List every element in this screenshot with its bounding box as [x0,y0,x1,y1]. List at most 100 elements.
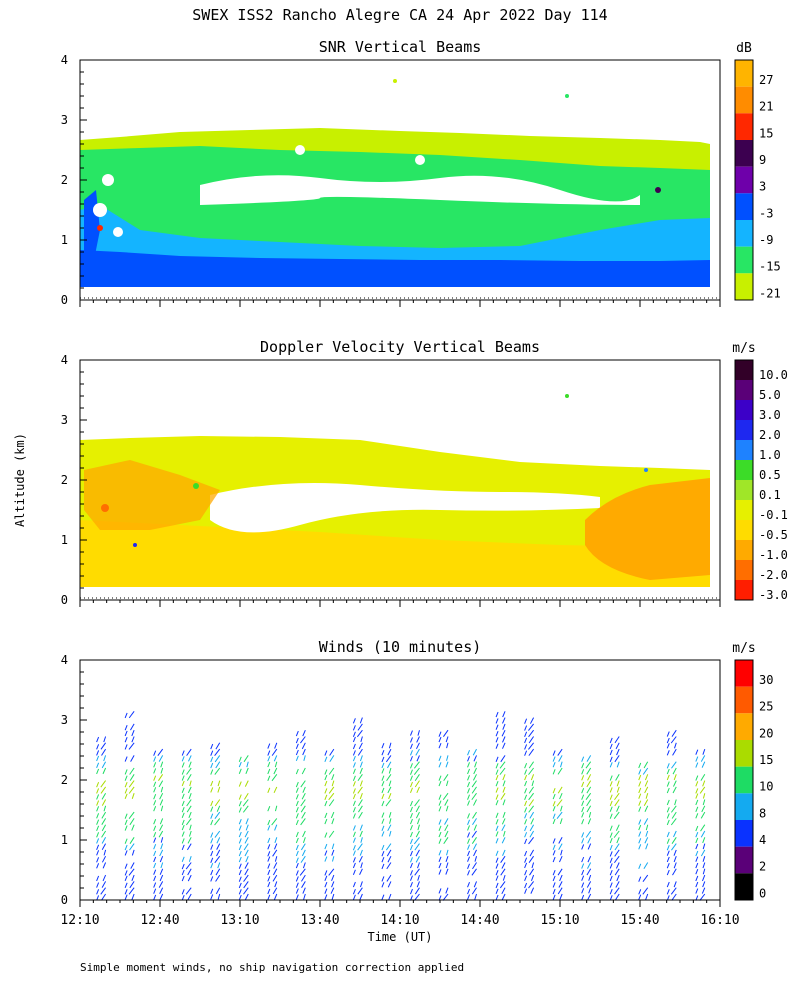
wind-barb [702,868,706,875]
wind-barb [359,780,363,787]
wind-barb [588,887,592,894]
wind-barb [502,799,506,806]
wind-barb-flag [438,742,442,749]
wind-barb [530,818,535,825]
wind-barb [415,830,420,838]
wind-barb-flag [410,862,413,869]
wind-barb [643,818,649,825]
wind-barb [385,843,392,851]
colorbar-label: 9 [759,153,766,167]
wind-barb [701,805,706,813]
wind-barb [674,799,677,806]
wind-barb [413,767,420,775]
wind-barb [471,868,477,876]
wind-barb-flag [666,737,670,744]
wind-barb [128,786,135,794]
wind-barb-flag [524,725,528,731]
wind-barb [244,837,249,844]
wind-barb-flag [153,837,157,843]
wind-barb [245,856,249,863]
wind-barb [560,849,563,856]
wind-barb-flag [153,856,157,863]
wind-barb-flag [438,850,442,856]
velocity-colorbar-unit: m/s [732,341,755,356]
snr-gap-spot [415,155,425,165]
wind-barb-flag [96,800,100,806]
wind-barb [587,855,592,863]
snr-panel: SNR Vertical Beams 0 1 2 3 4 dB 27 21 15 9 3 -3 -9… [61,38,781,307]
wind-barb-flag [181,844,185,851]
wind-barb [388,767,392,774]
colorbar-label: 21 [759,100,773,114]
wind-barb [302,862,306,869]
colorbar-label: 20 [759,726,773,740]
wind-barb [328,792,335,801]
wind-barb [331,843,335,850]
wind-barb-flag [552,888,556,895]
wind-barb-flag [352,831,356,838]
wind-barb-flag [438,862,442,869]
wind-barb [445,780,449,787]
wind-barb [160,843,164,850]
wind-barb [500,855,506,863]
wind-barb [644,774,649,781]
wind-barb-flag [181,756,185,762]
wind-barb-flag [609,875,613,882]
wind-barb-flag [181,780,185,787]
wind-barb [329,755,335,763]
wind-barb [303,755,306,761]
wind-barb [188,856,192,862]
wind-barb [160,761,164,768]
wind-barb [616,780,620,787]
colorbar-label: 3 [759,180,766,194]
wind-barb [557,887,563,895]
wind-barb [588,874,592,881]
wind-barb [331,774,335,781]
wind-barb [673,862,677,869]
wind-barb-flag [638,894,642,900]
wind-barb [673,849,677,856]
wind-barb-flag [638,824,642,831]
wind-barb-flag [267,761,271,768]
wind-barb [702,748,706,755]
wind-barb-flag [495,711,499,718]
wind-barb [671,811,677,819]
y-tick-label: 0 [61,893,68,907]
wind-barb-flag [638,769,642,775]
wind-barb-flag [467,768,470,775]
winds-panel: Winds (10 minutes) 0 1 2 3 4 12:10 12:40 13:10 1… [60,638,773,928]
wind-barb [244,780,249,787]
colorbar-swatch [735,400,753,420]
wind-barb [702,856,706,862]
wind-barb-flag [410,850,413,857]
wind-barb-flag [210,756,214,763]
x-tick-label: 12:40 [140,913,179,928]
wind-barb [388,780,392,787]
wind-barb-flag [153,850,157,857]
wind-barb [186,799,192,807]
wind-barb [129,843,135,851]
wind-barb [388,893,392,900]
wind-barb-flag [438,838,442,844]
x-tick-label: 13:40 [300,913,339,928]
wind-barb-flag [467,762,470,768]
wind-barb [645,843,649,850]
wind-barb [243,874,249,882]
wind-barb-flag [124,882,128,889]
wind-barb [299,868,306,876]
wind-barb-flag [295,768,299,775]
wind-barb [387,786,392,794]
wind-barb [673,830,677,838]
wind-barb-flag [124,844,128,851]
wind-barb [356,729,363,738]
wind-barb [670,736,677,744]
wind-barb-flag [352,844,356,851]
y-tick-label: 2 [61,173,68,187]
velocity-spot [101,504,109,512]
wind-barb-flag [666,787,670,794]
wind-barb [446,742,449,749]
colorbar-label: 8 [759,806,766,820]
wind-barb [160,786,164,793]
snr-gap-spot [93,203,107,217]
wind-barb [128,780,135,788]
